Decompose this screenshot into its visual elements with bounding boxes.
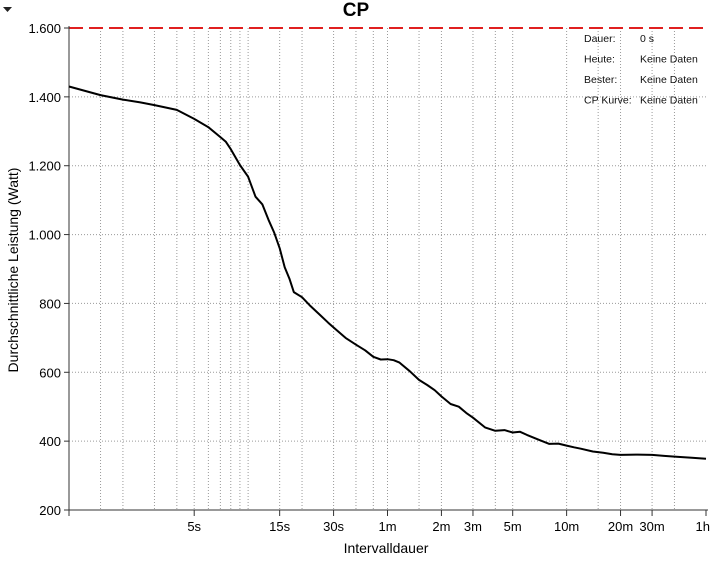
- cp-curve-line: [68, 85, 707, 460]
- chart-menu-icon[interactable]: [3, 7, 12, 12]
- y-tick-label: 200: [39, 503, 61, 518]
- info-key: Dauer:: [584, 33, 616, 45]
- y-tick-label: 1.600: [28, 21, 61, 36]
- y-tick-label: 1.400: [28, 90, 61, 105]
- x-tick-label: 3m: [464, 519, 482, 534]
- info-value: Keine Daten: [640, 95, 698, 107]
- info-key: Heute:: [584, 54, 615, 66]
- x-tick-label: 5s: [187, 519, 201, 534]
- info-value: 0 s: [640, 33, 654, 45]
- x-tick-label: 20m: [608, 519, 633, 534]
- info-value: Keine Daten: [640, 54, 698, 66]
- y-tick-label: 400: [39, 434, 61, 449]
- y-tick-label: 800: [39, 296, 61, 311]
- x-tick-label: 10m: [554, 519, 579, 534]
- info-key: CP Kurve:: [584, 95, 632, 107]
- x-tick-label: 1h: [696, 519, 710, 534]
- info-value: Keine Daten: [640, 74, 698, 86]
- y-tick-label: 1.200: [28, 159, 61, 174]
- x-tick-label: 1m: [378, 519, 396, 534]
- x-tick-label: 30m: [639, 519, 664, 534]
- x-tick-label: 15s: [269, 519, 290, 534]
- y-axis-label: Durchschnittliche Leistung (Watt): [5, 168, 21, 373]
- x-tick-label: 5m: [504, 519, 522, 534]
- y-tick-label: 1.000: [28, 228, 61, 243]
- chart-title: CP: [343, 0, 370, 21]
- x-tick-label: 2m: [432, 519, 450, 534]
- info-key: Bester:: [584, 74, 617, 86]
- x-tick-label: 30s: [323, 519, 344, 534]
- y-tick-label: 600: [39, 365, 61, 380]
- x-axis-label: Intervalldauer: [344, 540, 429, 556]
